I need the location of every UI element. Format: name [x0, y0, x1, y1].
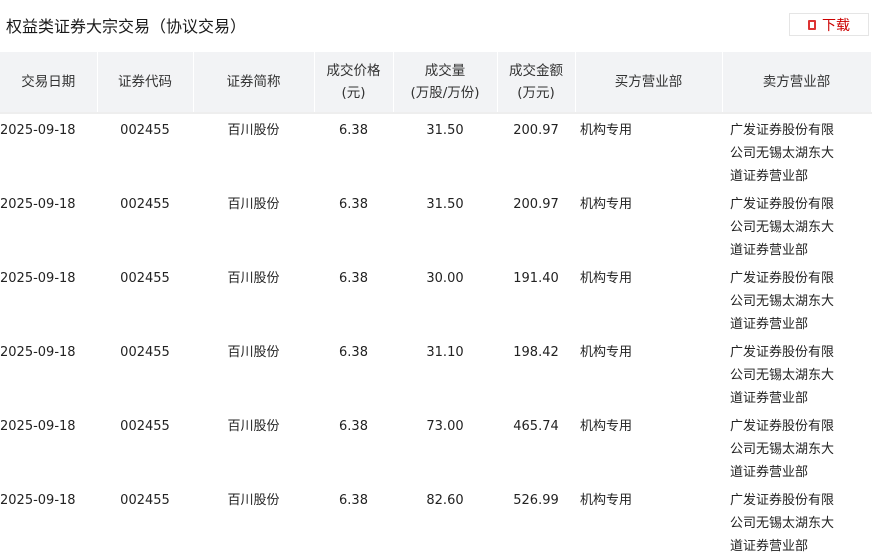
- table-row: 2025-09-18 002455 百川股份 6.38 31.50 200.97 机构专用广…: [0, 112, 871, 188]
- cell-buyer-branch: 机构专用: [580, 493, 633, 508]
- cell-seller-branch: 广发证券股份有限公司无锡太湖东大道证券营业部: [722, 112, 871, 188]
- cell-buyer-branch: 机构专用: [580, 345, 633, 360]
- cell-trade-date: 2025-09-18: [0, 419, 76, 434]
- cell-security-name: 百川股份: [227, 197, 280, 212]
- cell-seller-branch: 广发证券股份有限公司无锡太湖东大道证券营业部: [730, 419, 835, 480]
- cell-security-code: 002455: [120, 419, 170, 434]
- cell-amount: 526.99: [513, 493, 559, 508]
- cell-price: 6.38: [314, 112, 393, 188]
- cell-price: 6.38: [339, 345, 368, 360]
- column-header-security-name: 证券简称: [193, 52, 315, 113]
- column-header-volume: 成交量 (万股/万份): [393, 52, 498, 113]
- table-header: 交易日期 证券代码 证券简称 成交价格 (元) 成交量 (万股/万份) 成交金额 (万元)…: [0, 52, 872, 113]
- cell-security-name: 百川股份: [227, 271, 280, 286]
- table-row: 2025-09-18 002455 百川股份 6.38 31.10 198.42 机构专用 广…: [0, 336, 871, 410]
- cell-trade-date: 2025-09-18: [0, 112, 97, 188]
- cell-buyer-branch: 机构专用: [580, 419, 633, 434]
- cell-seller-branch: 广发证券股份有限公司无锡太湖东大道证券营业部: [730, 271, 835, 332]
- cell-seller-branch: 广发证券股份有限公司无锡太湖东大道证券营业部: [730, 345, 835, 406]
- download-label: 下载: [822, 17, 850, 34]
- cell-price: 6.38: [339, 493, 368, 508]
- cell-security-name: 百川股份: [227, 419, 280, 434]
- table-row: 2025-09-18 002455 百川股份 6.38 82.60 526.99 机构专用 广…: [0, 484, 871, 558]
- column-header-amount: 成交金额 (万元): [497, 52, 576, 113]
- cell-seller-branch: 广发证券股份有限公司无锡太湖东大道证券营业部: [730, 493, 835, 554]
- cell-amount: 191.40: [513, 271, 559, 286]
- block-trade-table: 交易日期 证券代码 证券简称 成交价格 (元) 成交量 (万股/万份) 成交金额 (万元)…: [0, 52, 872, 558]
- cell-volume: 73.00: [426, 419, 464, 434]
- cell-amount: 200.97: [497, 112, 575, 188]
- cell-trade-date: 2025-09-18: [0, 345, 76, 360]
- cell-trade-date: 2025-09-18: [0, 271, 76, 286]
- cell-security-code: 002455: [120, 271, 170, 286]
- cell-security-code: 002455: [120, 345, 170, 360]
- cell-price: 6.38: [339, 197, 368, 212]
- cell-security-name: 百川股份: [227, 345, 280, 360]
- cell-buyer-branch: 机构专用: [575, 112, 722, 188]
- cell-security-code: 002455: [120, 197, 170, 212]
- cell-amount: 198.42: [513, 345, 559, 360]
- column-header-seller-branch: 卖方营业部: [722, 52, 872, 113]
- column-header-price: 成交价格 (元): [314, 52, 394, 113]
- table-row: 2025-09-18 002455 百川股份 6.38 31.50 200.97 机构专用 广…: [0, 188, 871, 262]
- download-button[interactable]: 下载: [789, 13, 869, 36]
- cell-volume: 31.10: [426, 345, 464, 360]
- cell-amount: 200.97: [513, 197, 559, 212]
- table-row: 2025-09-18 002455 百川股份 6.38 30.00 191.40 机构专用 广…: [0, 262, 871, 336]
- table-row: 2025-09-18 002455 百川股份 6.38 73.00 465.74 机构专用 广…: [0, 410, 871, 484]
- cell-buyer-branch: 机构专用: [580, 271, 633, 286]
- column-header-buyer-branch: 买方营业部: [575, 52, 723, 113]
- cell-volume: 31.50: [426, 197, 464, 212]
- column-header-trade-date: 交易日期: [0, 52, 98, 113]
- cell-buyer-branch: 机构专用: [580, 197, 633, 212]
- pdf-icon: [808, 19, 816, 30]
- cell-trade-date: 2025-09-18: [0, 197, 76, 212]
- cell-security-name: 百川股份: [227, 493, 280, 508]
- cell-seller-branch: 广发证券股份有限公司无锡太湖东大道证券营业部: [730, 197, 835, 258]
- cell-price: 6.38: [339, 419, 368, 434]
- cell-amount: 465.74: [513, 419, 559, 434]
- cell-trade-date: 2025-09-18: [0, 493, 76, 508]
- cell-security-code: 002455: [120, 493, 170, 508]
- cell-volume: 31.50: [393, 112, 497, 188]
- cell-volume: 82.60: [426, 493, 464, 508]
- cell-volume: 30.00: [426, 271, 464, 286]
- cell-security-name: 百川股份: [193, 112, 314, 188]
- cell-price: 6.38: [339, 271, 368, 286]
- cell-security-code: 002455: [97, 112, 193, 188]
- column-header-security-code: 证券代码: [97, 52, 194, 113]
- page-title: 权益类证券大宗交易（协议交易）: [6, 17, 247, 36]
